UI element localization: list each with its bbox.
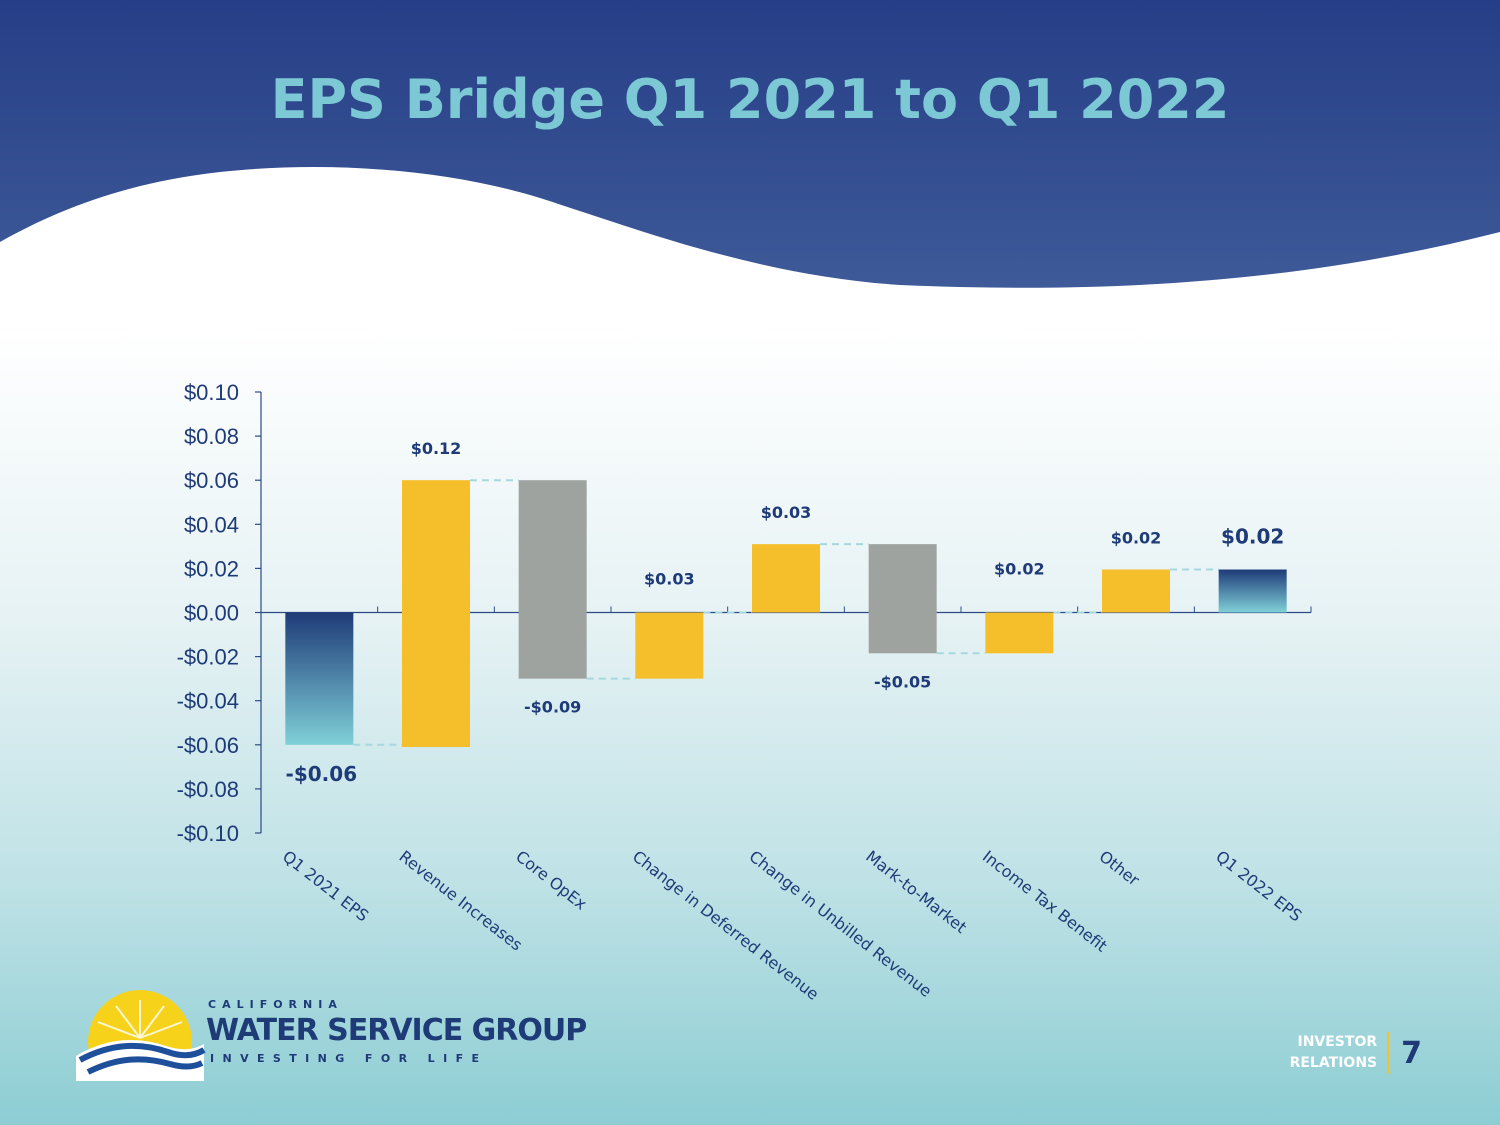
y-tick-label: -$0.02 (177, 645, 239, 670)
y-tick-label: $0.10 (184, 380, 239, 405)
data-label: $0.03 (644, 570, 695, 589)
header-banner (0, 0, 1500, 288)
category-label: Change in Unbilled Revenue (746, 847, 936, 1000)
data-label: -$0.05 (874, 672, 931, 691)
investor-relations-line1: INVESTOR (1297, 1034, 1378, 1050)
category-label: Q1 2021 EPS (279, 847, 372, 926)
y-tick-label: $0.08 (184, 424, 239, 449)
bar-q1-2022-eps (1218, 569, 1287, 613)
data-label: $0.02 (994, 559, 1045, 578)
data-label: $0.12 (411, 439, 462, 458)
bar-q1-2021-eps (285, 612, 354, 745)
bar-mark-to-market (868, 544, 937, 654)
logo-line-company: WATER SERVICE GROUP (206, 1013, 587, 1048)
bar-change-in-deferred-revenue (635, 612, 704, 679)
y-tick-label: -$0.06 (177, 733, 239, 758)
data-label: $0.03 (761, 503, 812, 522)
category-label: Q1 2022 EPS (1212, 847, 1305, 926)
page-number: 7 (1401, 1035, 1422, 1071)
category-label: Mark-to-Market (862, 847, 970, 937)
data-label: -$0.06 (286, 762, 358, 786)
y-tick-label: -$0.08 (177, 777, 239, 802)
y-tick-label: $0.00 (184, 601, 239, 626)
category-label: Other (1096, 847, 1144, 890)
y-tick-label: -$0.10 (177, 821, 239, 846)
data-label: $0.02 (1221, 525, 1284, 549)
data-label: -$0.09 (524, 698, 581, 717)
y-tick-label: $0.02 (184, 556, 239, 581)
category-label: Income Tax Benefit (979, 847, 1111, 956)
category-label: Revenue Increases (396, 847, 527, 955)
category-label: Core OpEx (512, 847, 590, 914)
logo-line-tagline: INVESTING FOR LIFE (210, 1052, 488, 1065)
data-label: $0.02 (1111, 529, 1162, 548)
bar-core-opex (518, 480, 587, 679)
investor-relations-line2: RELATIONS (1289, 1055, 1378, 1071)
y-tick-label: $0.04 (184, 512, 239, 537)
bar-income-tax-benefit (985, 612, 1054, 654)
y-tick-label: -$0.04 (177, 689, 239, 714)
y-tick-label: $0.06 (184, 468, 239, 493)
category-label: Change in Deferred Revenue (629, 847, 823, 1000)
eps-bridge-chart: $0.10 $0.08 $0.06 $0.04 $0.02 $0.00 -$0.02 -$0.… (177, 380, 1312, 1000)
logo-line-california: CALIFORNIA (208, 998, 343, 1011)
investor-relations-label: INVESTOR RELATIONS (1289, 1032, 1390, 1074)
company-logo: CALIFORNIA WATER SERVICE GROUP INVESTING… (76, 986, 596, 1081)
bar-other (1102, 569, 1170, 613)
bar-change-in-unbilled-revenue (752, 544, 820, 613)
sun-wave-icon (76, 990, 206, 1081)
slide-title: EPS Bridge Q1 2021 to Q1 2022 (270, 68, 1230, 131)
bar-revenue-increases (402, 480, 470, 748)
footer: INVESTOR RELATIONS 7 (1290, 1028, 1422, 1078)
